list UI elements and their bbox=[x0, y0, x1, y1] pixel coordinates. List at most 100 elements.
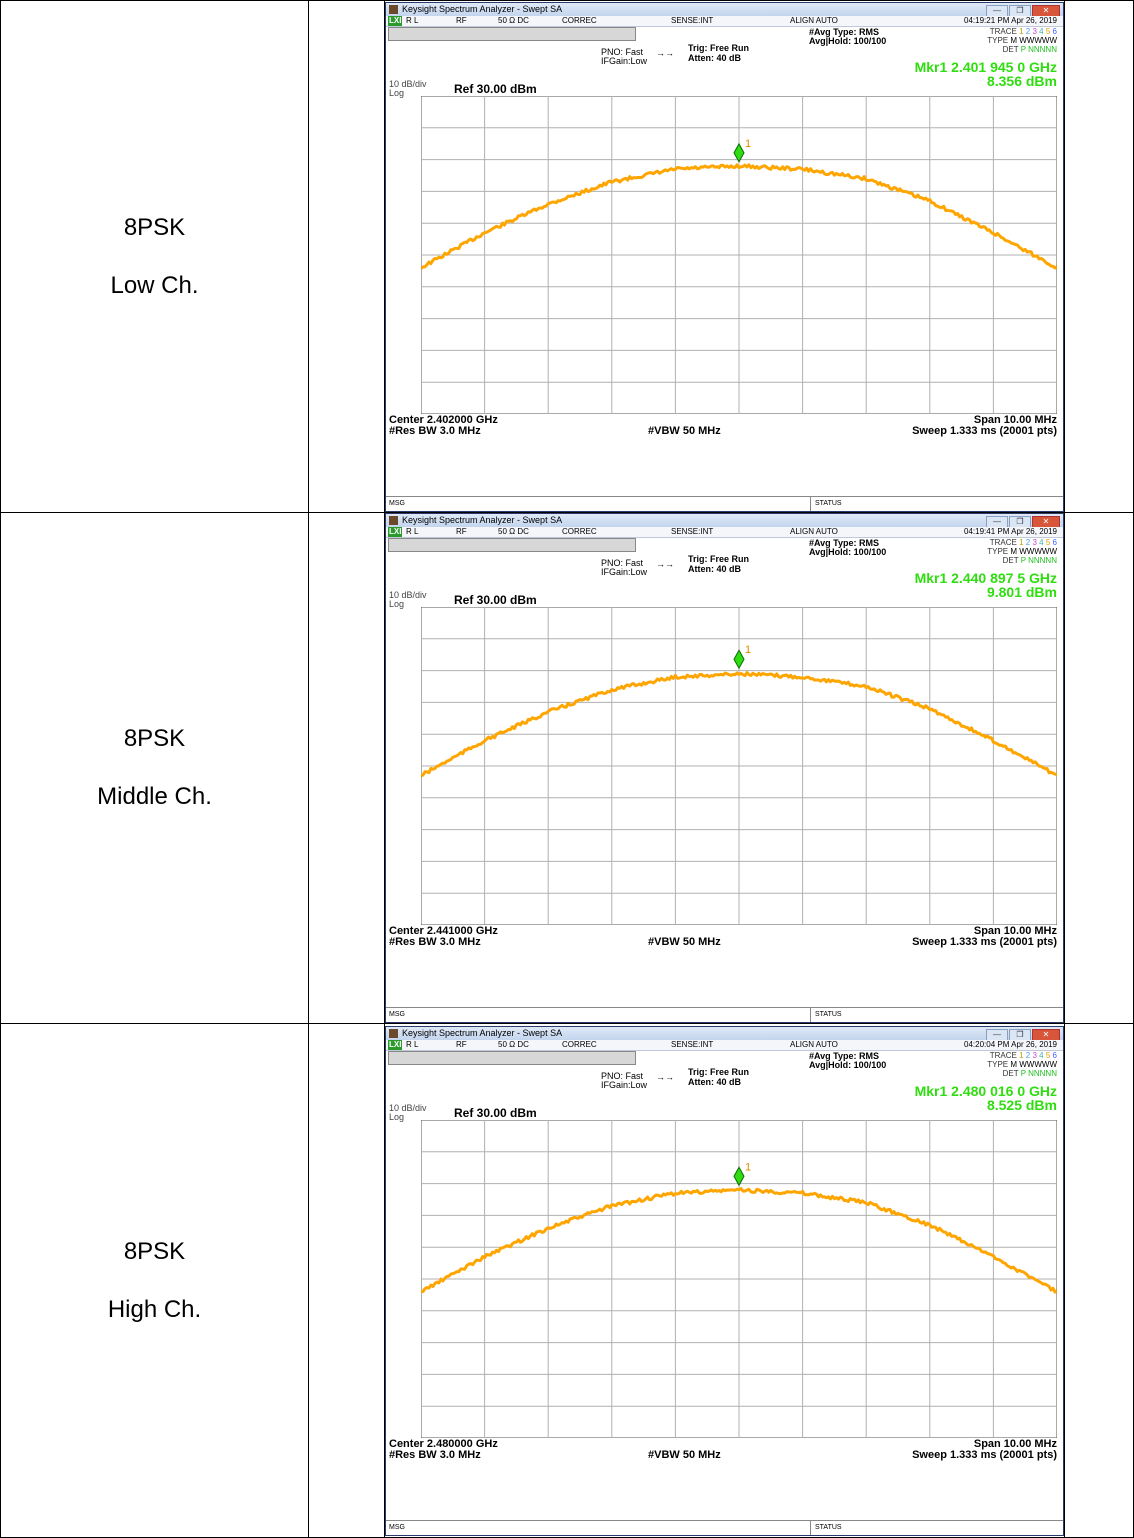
message-bar[interactable] bbox=[388, 26, 636, 41]
correc-label: CORREC bbox=[562, 15, 597, 25]
trace-panel: TRACE 1 2 3 4 5 6 TYPE M WWWWW DET P NNN… bbox=[987, 1051, 1057, 1078]
msg-label: MSG bbox=[389, 499, 405, 507]
marker-diamond[interactable] bbox=[733, 1165, 745, 1186]
spectrum-analyzer-window: Keysight Spectrum Analyzer - Swept SA — ❐… bbox=[385, 1, 1064, 512]
trace-line bbox=[421, 671, 1057, 778]
det-values: P NNNNN bbox=[1020, 556, 1057, 565]
atten-label: Atten: 40 dB bbox=[688, 564, 742, 574]
lxi-icon: LXI bbox=[388, 1039, 403, 1050]
lxi-icon: LXI bbox=[388, 527, 403, 537]
close-button[interactable]: ✕ bbox=[1032, 1028, 1060, 1041]
res-bw: #Res BW 3.0 MHz bbox=[389, 936, 481, 948]
lxi-icon: LXI bbox=[388, 15, 403, 26]
trace-number: 2 bbox=[1025, 26, 1031, 36]
det-label: DET bbox=[1002, 1068, 1019, 1078]
avg-type-label: #Avg Type: RMS bbox=[809, 538, 880, 548]
trig-label: Trig: Free Run bbox=[688, 554, 750, 564]
marker-diamond[interactable] bbox=[733, 142, 745, 163]
message-bar[interactable] bbox=[388, 538, 636, 552]
sweep: Sweep 1.333 ms (20001 pts) bbox=[912, 936, 1057, 948]
app-icon bbox=[389, 1028, 398, 1038]
trace-label: TRACE bbox=[989, 1050, 1017, 1060]
det-label: DET bbox=[1002, 556, 1019, 565]
trace-panel: TRACE 1 2 3 4 5 6 TYPE M WWWWW DET P NNN… bbox=[987, 27, 1057, 54]
spectrum-plot: 20.010.00.00-10.0-20.0-30.0-40.0-50.0-60… bbox=[421, 1119, 1057, 1438]
mode-label: 8PSK bbox=[123, 213, 186, 241]
marker-readout: Mkr1 2.401 945 0 GHz 8.356 dBm bbox=[915, 60, 1057, 88]
avg-type-label: #Avg Type: RMS bbox=[809, 26, 880, 37]
marker-number: 1 bbox=[745, 137, 751, 149]
res-bw: #Res BW 3.0 MHz bbox=[389, 424, 481, 437]
end-cell bbox=[1064, 1023, 1134, 1538]
res-bw: #Res BW 3.0 MHz bbox=[389, 1448, 481, 1461]
trace-number: 2 bbox=[1025, 538, 1031, 547]
span: Span 10.00 MHz bbox=[973, 413, 1057, 426]
spectrum-plot: 20.010.00.00-10.0-20.0-30.0-40.0-50.0-60… bbox=[421, 95, 1057, 414]
atten-label: Atten: 40 dB bbox=[688, 1076, 742, 1087]
mode-cell: 8PSK High Ch. bbox=[0, 1023, 309, 1538]
status-line: LXI R L RF 50 Ω DC CORREC SENSE:INT ALIG… bbox=[386, 527, 1063, 538]
ifgain-label: IFGain:Low bbox=[601, 567, 648, 577]
trace-number: 6 bbox=[1052, 538, 1057, 547]
marker-frequency: Mkr1 2.401 945 0 GHz bbox=[914, 58, 1057, 75]
type-label: TYPE bbox=[987, 1059, 1009, 1069]
type-values: M WWWWW bbox=[1010, 35, 1057, 45]
sweep: Sweep 1.333 ms (20001 pts) bbox=[912, 424, 1057, 437]
trace-number: 1 bbox=[1019, 538, 1024, 547]
ref-level: Ref 30.00 dBm bbox=[454, 593, 537, 607]
rf-label: RF bbox=[456, 527, 467, 536]
restore-button[interactable]: ❐ bbox=[1009, 4, 1031, 17]
scale-label: 10 dB/div Log bbox=[389, 1102, 427, 1122]
trace-number: 1 bbox=[1019, 1050, 1024, 1060]
spectrum-analyzer-window: Keysight Spectrum Analyzer - Swept SA — ❐… bbox=[385, 513, 1064, 1023]
trace-label: TRACE bbox=[989, 26, 1017, 36]
mode-label: 8PSK bbox=[123, 1237, 186, 1265]
marker-amplitude: 8.525 dBm bbox=[986, 1096, 1057, 1113]
center-frequency: Center 2.441000 GHz bbox=[389, 925, 498, 937]
scale-value: 10 dB/div bbox=[389, 1102, 427, 1113]
arrow-icon: →→ bbox=[656, 47, 674, 58]
trig-label: Trig: Free Run bbox=[688, 42, 750, 53]
channel-label: Middle Ch. bbox=[97, 783, 212, 810]
log-label: Log bbox=[389, 1111, 405, 1122]
message-bar[interactable] bbox=[388, 1050, 636, 1065]
correc-label: CORREC bbox=[562, 527, 597, 536]
timestamp: 04:20:04 PM Apr 26, 2019 bbox=[964, 1039, 1057, 1049]
ifgain-label: IFGain:Low bbox=[601, 1079, 648, 1090]
log-label: Log bbox=[389, 599, 405, 609]
mode-cell: 8PSK Low Ch. bbox=[0, 0, 309, 513]
screenshot-cell: Keysight Spectrum Analyzer - Swept SA — ❐… bbox=[384, 512, 1065, 1024]
end-cell bbox=[1064, 0, 1134, 513]
pno-label: PNO: Fast bbox=[601, 1070, 644, 1081]
mode-label: 8PSK bbox=[123, 725, 186, 752]
trace-number: 3 bbox=[1032, 26, 1037, 36]
marker-number: 1 bbox=[745, 1161, 751, 1173]
end-cell bbox=[1064, 512, 1134, 1024]
status-bar: MSG STATUS bbox=[386, 495, 1063, 511]
marker-number: 1 bbox=[745, 644, 751, 656]
vbw: #VBW 50 MHz bbox=[648, 1448, 721, 1461]
table-row: 8PSK High Ch. Keysight Spectrum Analyzer… bbox=[0, 1023, 1134, 1538]
marker-diamond[interactable] bbox=[733, 649, 745, 670]
trace-number: 5 bbox=[1045, 26, 1051, 36]
trace-number: 4 bbox=[1039, 26, 1044, 36]
scale-value: 10 dB/div bbox=[389, 78, 427, 89]
center-frequency: Center 2.402000 GHz bbox=[389, 413, 498, 426]
status-label: STATUS bbox=[810, 1008, 842, 1022]
scale-label: 10 dB/div Log bbox=[389, 78, 427, 98]
ref-level: Ref 30.00 dBm bbox=[454, 1105, 537, 1120]
atten-label: Atten: 40 dB bbox=[688, 52, 742, 63]
ref-level: Ref 30.00 dBm bbox=[454, 81, 537, 96]
sweep: Sweep 1.333 ms (20001 pts) bbox=[912, 1448, 1057, 1461]
channel-label: Low Ch. bbox=[110, 271, 199, 299]
vbw: #VBW 50 MHz bbox=[648, 424, 721, 437]
det-values: P NNNNN bbox=[1020, 44, 1057, 54]
rl-label: R L bbox=[406, 1039, 419, 1049]
spectrum-analyzer-window: Keysight Spectrum Analyzer - Swept SA — ❐… bbox=[385, 1025, 1064, 1536]
spectrum-plot: 20.010.00.00-10.0-20.0-30.0-40.0-50.0-60… bbox=[421, 607, 1057, 925]
arrow-icon: →→ bbox=[656, 1071, 674, 1082]
mode-cell: 8PSK Middle Ch. bbox=[0, 512, 309, 1024]
timestamp: 04:19:41 PM Apr 26, 2019 bbox=[964, 527, 1057, 536]
spacer-cell bbox=[308, 512, 385, 1024]
align-label: ALIGN AUTO bbox=[790, 527, 838, 536]
